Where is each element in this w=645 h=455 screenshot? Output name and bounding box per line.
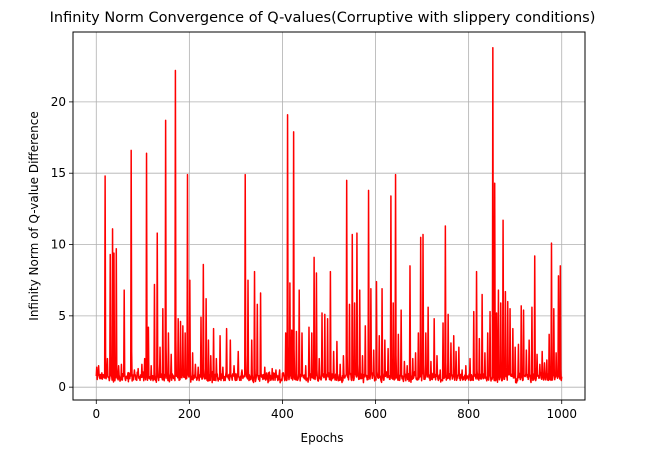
y-tick-label: 0: [58, 380, 66, 394]
x-axis-label: Epochs: [301, 431, 344, 445]
grid-lines: [73, 32, 585, 400]
x-axis: 0 200 400 600 800 1000: [92, 400, 577, 421]
y-tick-label: 10: [51, 238, 66, 252]
x-tick-label: 1000: [546, 407, 577, 421]
y-axis-label: Infinity Norm of Q-value Difference: [27, 111, 41, 320]
y-tick-label: 15: [51, 166, 66, 180]
y-tick-label: 5: [58, 309, 66, 323]
x-tick-label: 600: [364, 407, 387, 421]
data-series: [95, 46, 563, 384]
y-tick-label: 20: [51, 95, 66, 109]
series-line: [95, 46, 563, 384]
x-tick-label: 0: [92, 407, 100, 421]
x-tick-label: 400: [271, 407, 294, 421]
y-axis: 0 5 10 15 20: [51, 95, 73, 394]
chart-title: Infinity Norm Convergence of Q-values(Co…: [50, 10, 596, 26]
x-tick-label: 200: [178, 407, 201, 421]
plot-frame: [72, 31, 586, 401]
x-tick-label: 800: [457, 407, 480, 421]
